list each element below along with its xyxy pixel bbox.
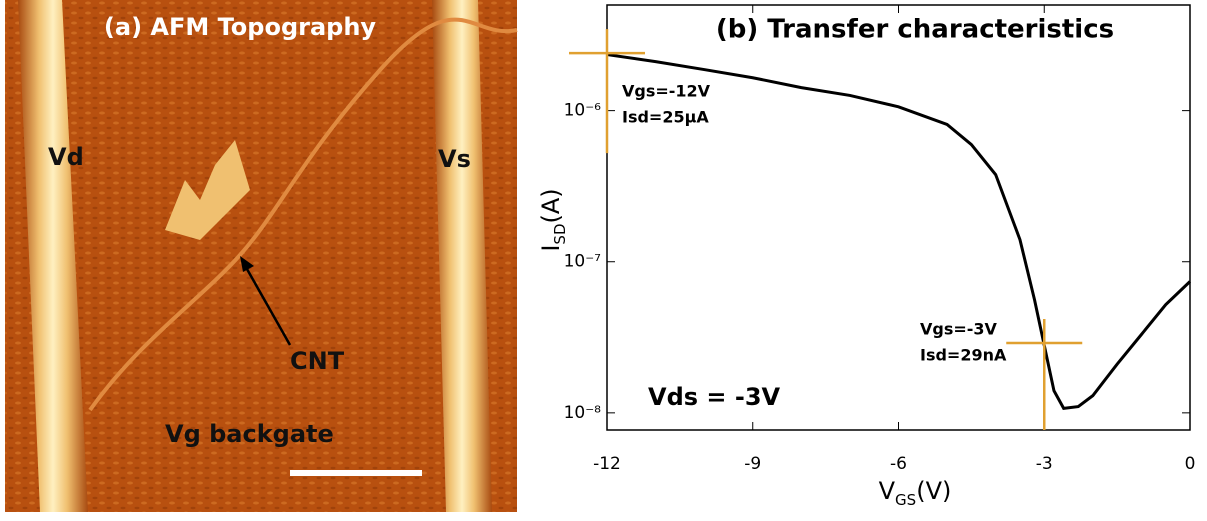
particle-cluster [165,140,250,240]
y-axis-label-subscript: SD [551,224,569,245]
x-axis-label-symbol: V [879,477,896,505]
transfer-chart: (b) Transfer characteristics -12 -9 -6 -3 0 1… [537,4,1196,509]
y-axis-label-unit: (A) [537,188,565,223]
y-axis-label: ISD(A) [537,188,569,251]
y-tick-label: 10⁻⁶ [564,101,602,121]
x-tick-label: -9 [744,454,761,474]
electrode-label: Vs [438,145,471,173]
chart-title: (b) Transfer characteristics [716,15,1114,45]
electrode-label: Vd [48,143,84,171]
annotation: Vgs=-3V [920,320,998,339]
x-axis-label-subscript: GS [895,491,916,509]
afm-image: (a) AFM Topography Vd Vs CNT Vg backgate [5,0,518,512]
x-tick-label: -12 [593,454,621,474]
x-tick-label: -6 [890,454,907,474]
gate-label: Vg backgate [165,420,334,448]
annotation: Vds = -3V [648,383,781,411]
right-electrode [432,0,492,512]
panel-title: (a) AFM Topography [104,13,377,41]
annotation: Isd=29nA [920,346,1007,365]
nanotube [88,17,518,412]
annotation: Vgs=-12V [622,82,711,101]
arrow-head [240,256,254,272]
cnt-label: CNT [290,347,345,375]
curve [606,53,1192,411]
afm-background [5,0,517,512]
y-tick-label: 10⁻⁷ [564,252,602,272]
y-tick-label: 10⁻⁸ [564,403,602,423]
arrow-line [241,261,292,346]
left-electrode [18,0,88,512]
x-tick-label: -3 [1036,454,1053,474]
y-axis-label-symbol: I [537,245,565,252]
x-axis-label-unit: (V) [916,477,951,505]
annotation: Isd=25μA [622,108,709,127]
x-tick-label: 0 [1185,454,1196,474]
x-axis-label: VGS(V) [879,477,952,509]
